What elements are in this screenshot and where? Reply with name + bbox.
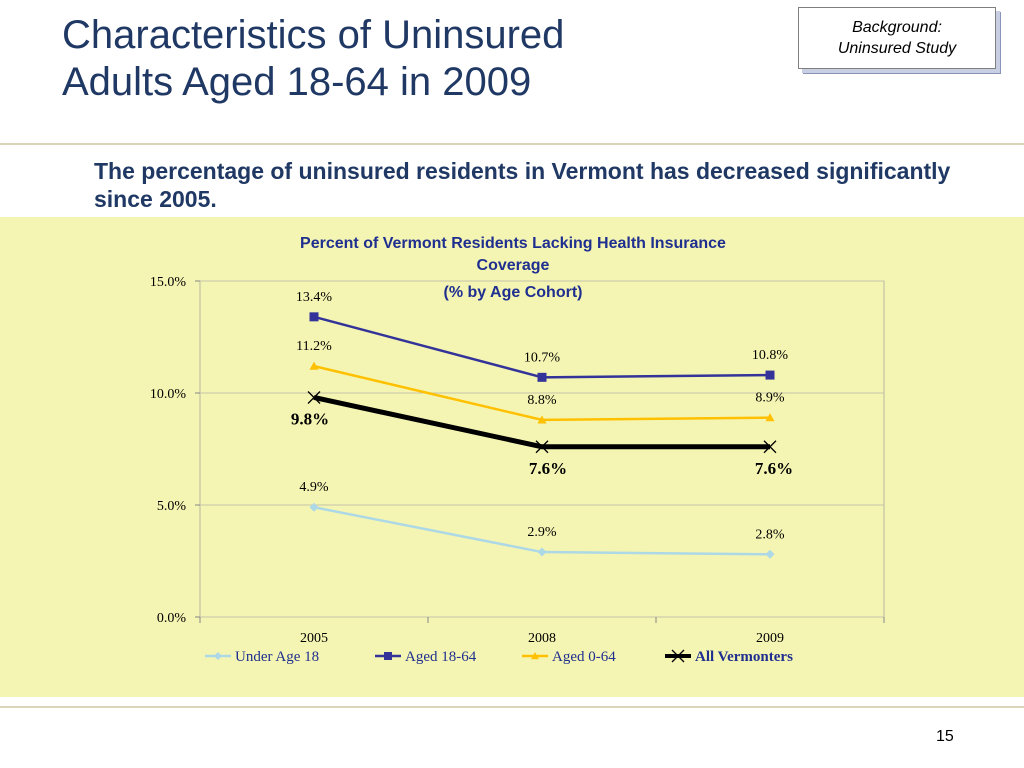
legend-label-aged-18-64: Aged 18-64 (405, 649, 477, 665)
background-tag-box: Background: Uninsured Study (798, 7, 996, 69)
y-tick-label: 0.0% (157, 611, 187, 626)
chart-title-line-1: Percent of Vermont Residents Lacking Hea… (300, 235, 726, 252)
data-label-aged-18-64-2008: 10.7% (524, 350, 561, 365)
data-label-all-vermonters-2005: 9.8% (291, 409, 329, 428)
legend-label-aged-0-64: Aged 0-64 (552, 649, 616, 665)
legend-marker-all-vermonters (671, 649, 685, 663)
point-aged-18-64-2009 (765, 370, 775, 380)
slide-subtitle: The percentage of uninsured residents in… (94, 158, 951, 212)
data-label-all-vermonters-2009: 7.6% (755, 459, 793, 478)
chart-title-line-2: Coverage (477, 257, 550, 274)
point-aged-0-64-2005 (309, 361, 319, 370)
legend-marker-aged-0-64 (531, 652, 539, 660)
data-label-aged-0-64-2009: 8.9% (755, 391, 785, 406)
point-under-age-18-2009 (765, 549, 775, 559)
legend-marker-aged-18-64 (384, 652, 392, 660)
point-all-vermonters-2009 (763, 440, 777, 454)
y-tick-label: 15.0% (150, 275, 187, 290)
slide-title-line-2: Adults Aged 18-64 in 2009 (62, 60, 532, 104)
slide-title-line-1: Characteristics of Uninsured (62, 13, 565, 57)
point-all-vermonters-2005 (307, 391, 321, 404)
x-tick-label-2009: 2009 (756, 631, 784, 646)
data-label-under-age-18-2008: 2.9% (527, 525, 557, 540)
legend-marker-under-age-18 (214, 652, 222, 660)
series-line-aged-18-64 (313, 315, 771, 379)
bottom-divider (0, 706, 1024, 708)
point-under-age-18-2005 (309, 502, 319, 512)
tag-line-1: Background: (852, 19, 942, 36)
data-label-aged-18-64-2009: 10.8% (752, 348, 789, 363)
point-under-age-18-2008 (537, 547, 547, 557)
top-divider (0, 143, 1024, 145)
x-tick-label-2005: 2005 (300, 631, 328, 646)
x-tick-label-2008: 2008 (528, 631, 556, 646)
slide-title: Characteristics of Uninsured Adults Aged… (62, 12, 564, 106)
point-aged-0-64-2008 (537, 415, 547, 424)
line-chart: Percent of Vermont Residents Lacking Hea… (150, 235, 885, 665)
chart-panel: Percent of Vermont Residents Lacking Hea… (0, 217, 1024, 697)
y-tick-label: 5.0% (157, 499, 187, 514)
tag-line-2: Uninsured Study (837, 40, 957, 57)
data-label-all-vermonters-2008: 7.6% (529, 459, 567, 478)
data-label-aged-18-64-2005: 13.4% (296, 290, 333, 305)
legend-label-under-age-18: Under Age 18 (235, 649, 319, 665)
data-label-under-age-18-2005: 4.9% (299, 480, 329, 495)
data-label-aged-0-64-2008: 8.8% (527, 393, 557, 408)
point-aged-18-64-2005 (309, 312, 319, 322)
point-aged-0-64-2009 (765, 413, 775, 422)
chart-title-line-3: (% by Age Cohort) (444, 284, 583, 301)
page-number: 15 (936, 728, 954, 745)
legend-label-all-vermonters: All Vermonters (695, 649, 793, 665)
data-label-under-age-18-2009: 2.8% (755, 527, 785, 542)
point-all-vermonters-2008 (535, 440, 549, 454)
data-label-aged-0-64-2005: 11.2% (296, 339, 332, 354)
point-aged-18-64-2008 (537, 372, 547, 382)
y-tick-label: 10.0% (150, 387, 187, 402)
